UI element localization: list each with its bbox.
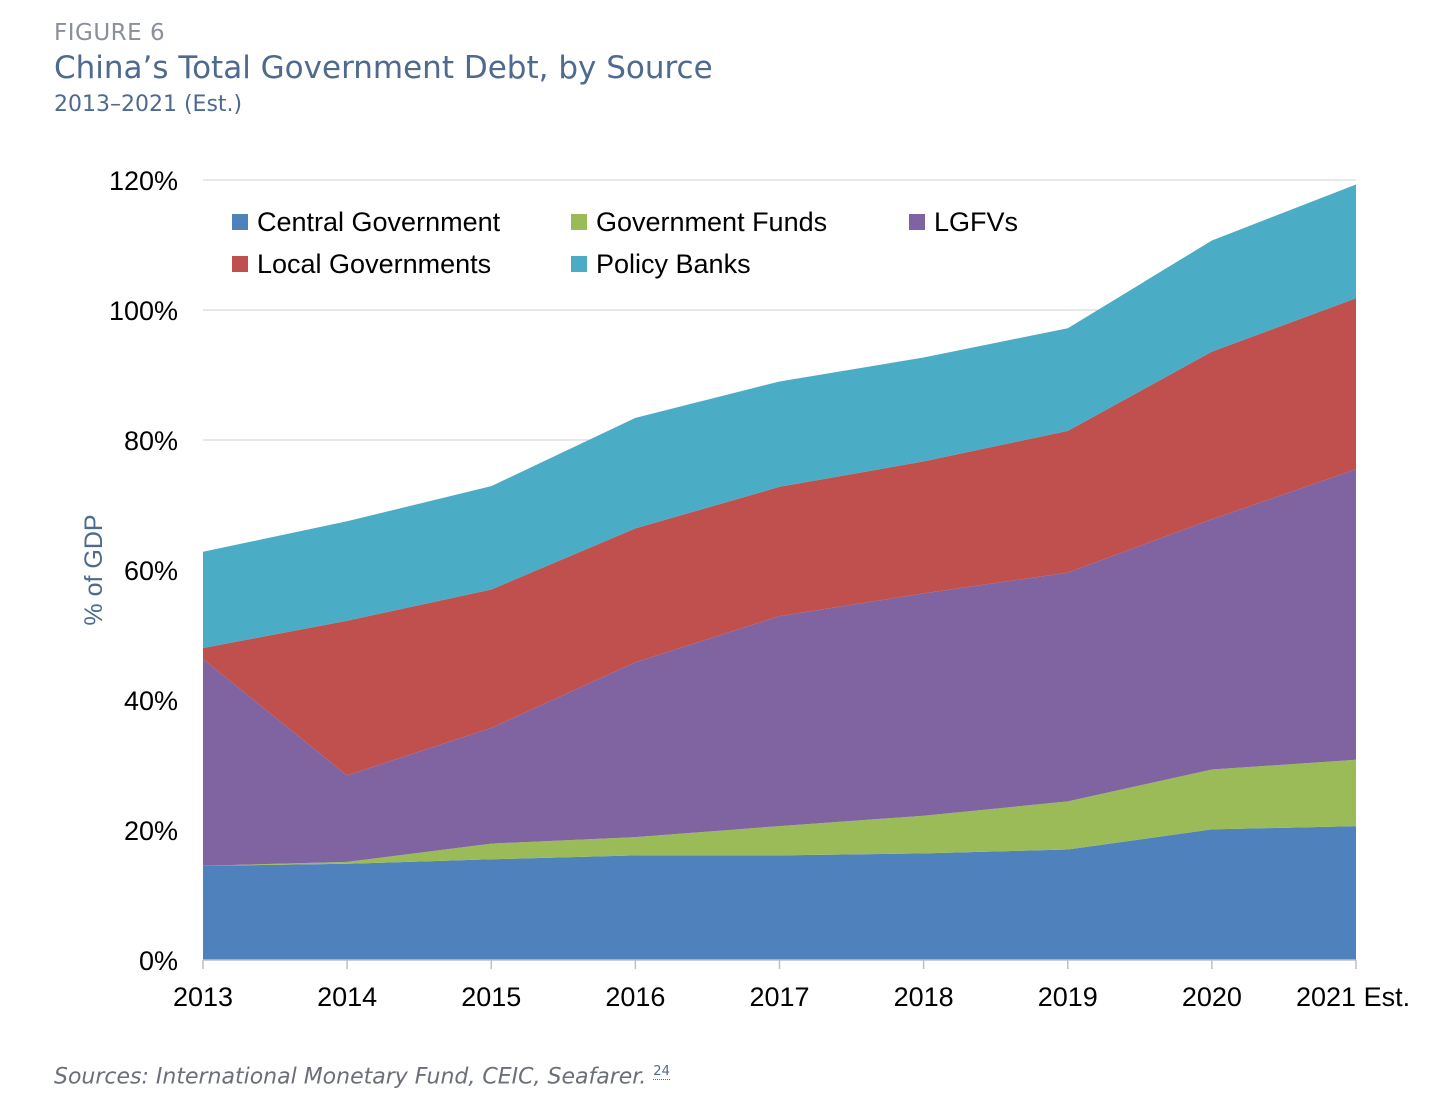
legend-swatch-local-governments bbox=[232, 256, 248, 272]
area-series bbox=[203, 184, 1356, 960]
y-tick-label: 40% bbox=[124, 686, 178, 716]
area-government-funds bbox=[203, 759, 1356, 866]
x-tick-labels: 2013 2014 2015 2016 2017 2018 2019 2020 2021 Est… bbox=[173, 982, 1410, 1012]
legend-swatch-policy-banks bbox=[571, 256, 587, 272]
chart-title: China’s Total Government Debt, by Source bbox=[54, 50, 713, 86]
y-tick-label: 80% bbox=[124, 426, 178, 456]
axes bbox=[202, 959, 1357, 969]
sources-note: Sources: International Monetary Fund, CE… bbox=[54, 1064, 670, 1089]
footnote-link[interactable]: 24 bbox=[653, 1064, 670, 1080]
y-axis-label: % of GDP bbox=[80, 514, 108, 625]
legend-label-local-governments: Local Governments bbox=[257, 249, 491, 279]
legend-label-policy-banks: Policy Banks bbox=[596, 249, 751, 279]
x-tick-label: 2015 bbox=[461, 982, 521, 1012]
y-tick-label: 60% bbox=[124, 556, 178, 586]
area-central-government bbox=[203, 826, 1356, 960]
x-tick-label: 2014 bbox=[317, 982, 377, 1012]
area-policy-banks bbox=[203, 184, 1356, 648]
x-tick-label: 2018 bbox=[894, 982, 954, 1012]
stacked-area-chart: 0%20%40%60%80%100%120% 2013 2014 2015 2016 2… bbox=[80, 166, 1410, 1012]
chart-subtitle: 2013–2021 (Est.) bbox=[54, 92, 243, 117]
legend-label-government-funds: Government Funds bbox=[596, 207, 827, 237]
y-tick-label: 100% bbox=[109, 296, 178, 326]
y-tick-label: 0% bbox=[139, 946, 178, 976]
x-tick-label: 2017 bbox=[749, 982, 809, 1012]
x-tick-label: 2016 bbox=[605, 982, 665, 1012]
legend-swatch-central-government bbox=[232, 214, 248, 230]
x-tick-label: 2019 bbox=[1038, 982, 1098, 1012]
x-tick-label: 2021 Est. bbox=[1296, 982, 1410, 1012]
y-tick-label: 20% bbox=[124, 816, 178, 846]
area-local-governments bbox=[203, 298, 1356, 776]
legend: Central Government Government Funds LGFVs L… bbox=[232, 207, 1018, 279]
figure-label: FIGURE 6 bbox=[54, 20, 166, 46]
legend-swatch-government-funds bbox=[571, 214, 587, 230]
sources-text: Sources: International Monetary Fund, CE… bbox=[54, 1064, 647, 1090]
y-tick-label: 120% bbox=[109, 166, 178, 196]
legend-swatch-lgfvs bbox=[909, 214, 925, 230]
x-tick-label: 2020 bbox=[1182, 982, 1242, 1012]
y-tick-labels: 0% 20% 40% 60% 80% 100% 120% bbox=[109, 166, 178, 976]
legend-label-lgfvs: LGFVs bbox=[934, 207, 1018, 237]
x-tick-label: 2013 bbox=[173, 982, 233, 1012]
legend-label-central-government: Central Government bbox=[257, 207, 501, 237]
area-lgfvs bbox=[203, 469, 1356, 866]
